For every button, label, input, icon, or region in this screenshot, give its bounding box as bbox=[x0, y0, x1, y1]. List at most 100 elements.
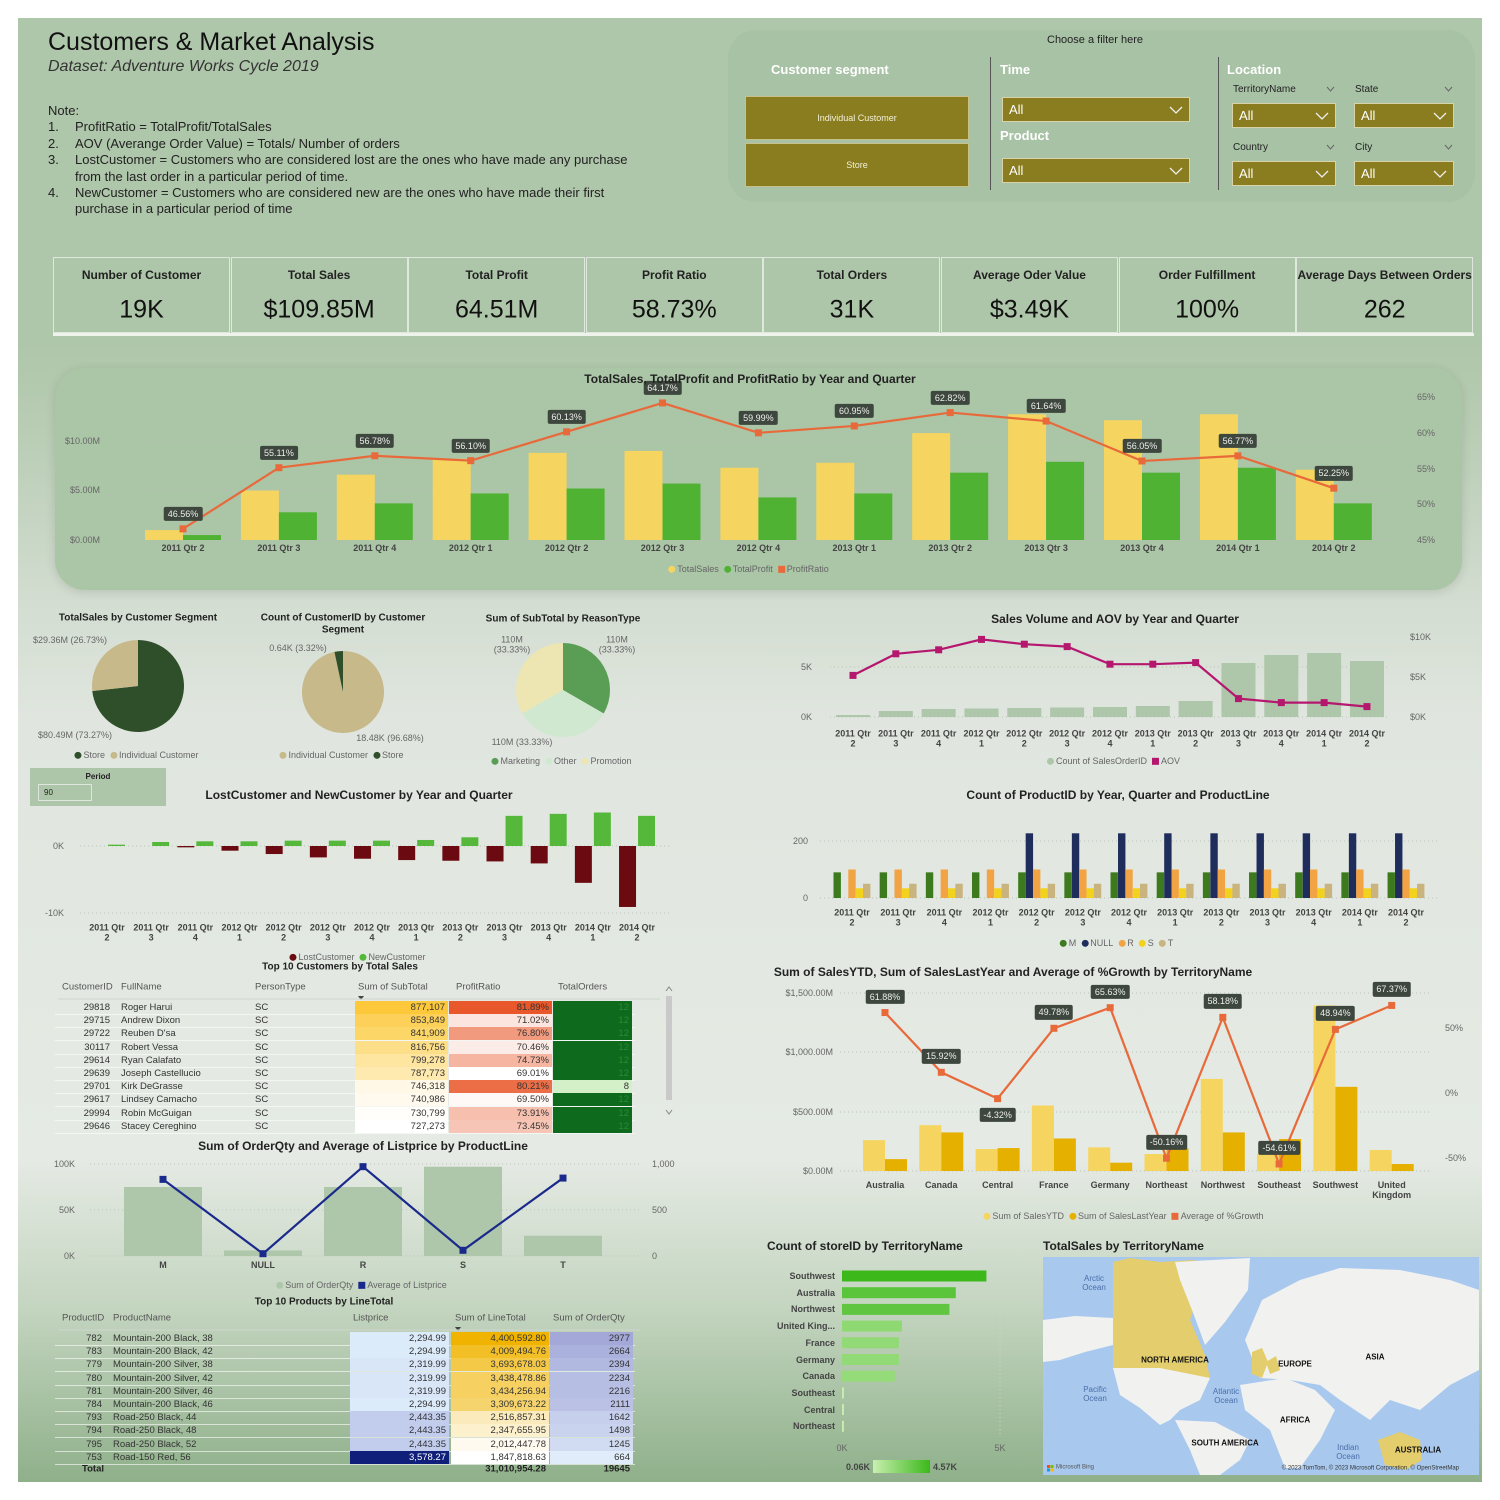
table-row[interactable]: 29614 Ryan Calafato SC 799,278 74.73% 12 bbox=[55, 1053, 635, 1068]
chevron-down-icon[interactable] bbox=[1444, 86, 1453, 92]
product-name: Mountain-200 Silver, 38 bbox=[113, 1359, 213, 1371]
table-row[interactable]: 29722 Reuben D'sa SC 841,909 76.80% 12 bbox=[55, 1027, 635, 1042]
table-row[interactable]: 793 Road-250 Black, 44 2,443.35 2,516,857.3… bbox=[55, 1411, 635, 1426]
column-header[interactable]: FullName bbox=[121, 981, 162, 993]
legend-label[interactable]: Average of Listprice bbox=[367, 1279, 447, 1290]
column-header[interactable]: ProductID bbox=[62, 1312, 105, 1324]
column-header[interactable]: Sum of LineTotal bbox=[455, 1312, 526, 1324]
legend-label[interactable]: S bbox=[1147, 937, 1154, 948]
legend-label[interactable]: Sum of OrderQty bbox=[285, 1279, 354, 1290]
product-dropdown[interactable]: All bbox=[1002, 158, 1190, 183]
table-row[interactable]: 779 Mountain-200 Silver, 38 2,319.99 3,693,… bbox=[55, 1358, 635, 1373]
x-axis-tick: 2013 Qtr 3 bbox=[1249, 907, 1286, 928]
chevron-down-icon bbox=[1433, 170, 1447, 178]
legend-label[interactable]: AOV bbox=[1161, 755, 1181, 766]
column-header[interactable]: ProductName bbox=[113, 1312, 172, 1324]
period-input[interactable]: 90 bbox=[38, 784, 92, 801]
legend-label[interactable]: TotalSales bbox=[677, 563, 719, 574]
legend-label[interactable]: LostCustomer bbox=[298, 951, 355, 962]
x-axis-tick: 2012 Qtr 1 bbox=[963, 728, 1000, 749]
table-row[interactable]: 781 Mountain-200 Silver, 46 2,319.99 3,434,… bbox=[55, 1384, 635, 1399]
table-row[interactable]: 784 Mountain-200 Black, 46 2,294.99 3,309,6… bbox=[55, 1398, 635, 1412]
product-name: Mountain-200 Black, 38 bbox=[113, 1333, 213, 1344]
column-header[interactable]: ProfitRatio bbox=[456, 981, 501, 993]
scroll-down-icon[interactable] bbox=[665, 1109, 673, 1115]
legend-label[interactable]: Marketing bbox=[500, 755, 540, 766]
product-name: Road-250 Black, 44 bbox=[113, 1412, 197, 1424]
legend-label[interactable]: Other bbox=[553, 755, 577, 766]
table-row[interactable]: 29818 Roger Harui SC 877,107 81.89% 12 bbox=[55, 1001, 635, 1015]
table-row[interactable]: 30117 Robert Vessa SC 816,756 70.46% 12 bbox=[55, 1040, 635, 1055]
legend-label[interactable]: Store bbox=[382, 749, 404, 760]
y2-axis-tick: 0 bbox=[652, 1250, 658, 1261]
y-axis-tick: Central bbox=[803, 1404, 835, 1415]
orderqty-cell: 664 bbox=[550, 1450, 633, 1464]
y-axis-tick: 0K bbox=[52, 840, 64, 851]
map-label-europe: EUROPE bbox=[1278, 1359, 1312, 1369]
legend-label[interactable]: Individual Customer bbox=[118, 749, 199, 760]
segment-store-button[interactable]: Store bbox=[745, 143, 969, 187]
color-scale-max: 4.57K bbox=[933, 1461, 958, 1472]
map-attribution[interactable]: © 2023 TomTom, © 2023 Microsoft Corporat… bbox=[1281, 1465, 1459, 1472]
legend-label[interactable]: NewCustomer bbox=[368, 951, 426, 962]
legend-label[interactable]: ProfitRatio bbox=[786, 563, 829, 574]
column-header[interactable]: Listprice bbox=[353, 1312, 389, 1324]
chevron-down-icon[interactable] bbox=[1326, 144, 1335, 150]
x-axis-tick: 2011 Qtr 2 bbox=[834, 907, 870, 928]
table-row[interactable]: 29617 Lindsey Camacho SC 740,986 69.50% 12 bbox=[55, 1093, 635, 1108]
chevron-down-icon bbox=[1169, 106, 1183, 114]
listprice-cell: 2,294.99 bbox=[350, 1398, 449, 1411]
column-header[interactable]: CustomerID bbox=[62, 981, 113, 993]
table-row[interactable]: 29715 Andrew Dixon SC 853,849 71.02% 12 bbox=[55, 1014, 635, 1029]
table-row[interactable]: 795 Road-250 Black, 52 2,443.35 2,012,447.7… bbox=[55, 1437, 635, 1452]
legend-label[interactable]: T bbox=[1167, 937, 1174, 948]
legend-label[interactable]: Average of %Growth bbox=[1180, 1210, 1264, 1221]
x-axis-tick: 2014 Qtr 2 bbox=[619, 922, 656, 943]
country-dropdown[interactable]: All bbox=[1232, 161, 1336, 186]
state-dropdown[interactable]: All bbox=[1354, 103, 1454, 128]
legend-label[interactable]: TotalProfit bbox=[732, 563, 773, 574]
column-header[interactable]: PersonType bbox=[255, 981, 306, 993]
x-axis-tick: 2013 Qtr 4 bbox=[1120, 542, 1164, 553]
legend-label[interactable]: Count of SalesOrderID bbox=[1055, 755, 1148, 766]
profit-ratio-cell: 70.46% bbox=[449, 1040, 552, 1054]
chevron-down-icon[interactable] bbox=[1444, 144, 1453, 150]
table-row[interactable]: 29646 Stacey Cereghino SC 727,273 73.45% 12 bbox=[55, 1119, 635, 1134]
column-header[interactable]: Sum of OrderQty bbox=[553, 1312, 625, 1324]
x-axis-tick: 2011 Qtr 2 bbox=[161, 542, 205, 553]
legend-label[interactable]: M bbox=[1068, 937, 1077, 948]
table-row[interactable]: 29639 Joseph Castellucio SC 787,773 69.01% 12 bbox=[55, 1067, 635, 1081]
y2-axis-tick: 50% bbox=[1417, 499, 1436, 510]
table-row[interactable]: 780 Mountain-200 Silver, 42 2,319.99 3,438,… bbox=[55, 1371, 635, 1386]
data-label: 56.10% bbox=[451, 438, 490, 453]
note-item: 2. AOV (Averange Order Value) = Totals/ N… bbox=[48, 136, 638, 152]
table-row[interactable]: 783 Mountain-200 Black, 42 2,294.99 4,009,4… bbox=[55, 1345, 635, 1360]
note-text: AOV (Averange Order Value) = Totals/ Num… bbox=[75, 135, 400, 151]
table-row[interactable]: 782 Mountain-200 Black, 38 2,294.99 4,400,5… bbox=[55, 1332, 635, 1346]
table-scrollbar[interactable] bbox=[666, 996, 672, 1100]
product-value: All bbox=[1009, 163, 1024, 178]
table-row[interactable]: 794 Road-250 Black, 48 2,443.35 2,347,655.9… bbox=[55, 1424, 635, 1439]
scroll-up-icon[interactable] bbox=[665, 986, 673, 992]
column-header[interactable]: TotalOrders bbox=[558, 981, 608, 993]
legend-label[interactable]: R bbox=[1127, 937, 1134, 948]
column-header[interactable]: Sum of SubTotal bbox=[358, 981, 428, 993]
y-axis-tick: 200 bbox=[792, 835, 808, 846]
chevron-down-icon[interactable] bbox=[1326, 86, 1335, 92]
city-dropdown[interactable]: All bbox=[1354, 161, 1454, 186]
legend-label[interactable]: Store bbox=[83, 749, 105, 760]
table-row[interactable]: 29994 Robin McGuigan SC 730,799 73.91% 12 bbox=[55, 1106, 635, 1121]
legend-label[interactable]: Individual Customer bbox=[288, 749, 369, 760]
territory-dropdown[interactable]: All bbox=[1232, 103, 1336, 128]
segment-individual-button[interactable]: Individual Customer bbox=[745, 96, 969, 140]
legend-label[interactable]: Promotion bbox=[590, 755, 632, 766]
person-type: SC bbox=[255, 1081, 269, 1093]
time-dropdown[interactable]: All bbox=[1002, 97, 1190, 122]
table-row[interactable]: 29701 Kirk DeGrasse SC 746,318 80.21% 8 bbox=[55, 1080, 635, 1095]
legend-label[interactable]: Sum of SalesLastYear bbox=[1077, 1210, 1167, 1221]
y-axis-tick: 100K bbox=[53, 1158, 75, 1169]
legend-label[interactable]: NULL bbox=[1090, 937, 1114, 948]
legend-label[interactable]: Sum of SalesYTD bbox=[992, 1210, 1064, 1221]
table-row[interactable]: 753 Road-150 Red, 56 3,578.27 1,847,818.63 6… bbox=[55, 1450, 635, 1465]
x-axis-tick: 2011 Qtr 2 bbox=[89, 922, 125, 943]
